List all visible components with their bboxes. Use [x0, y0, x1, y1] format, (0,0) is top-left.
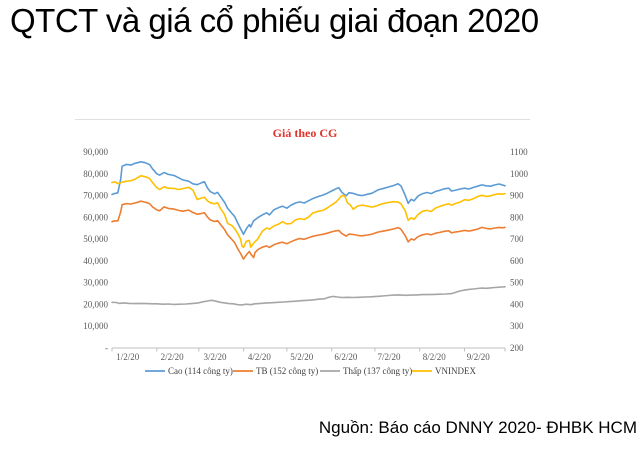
y-axis-left-label: 40,000: [83, 256, 108, 266]
legend-label-tb-152-c-ng-ty: TB (152 công ty): [256, 366, 318, 376]
y-axis-right-label: 600: [510, 256, 524, 266]
legend-label-cao-114-c-ng-ty: Cao (114 công ty): [168, 366, 233, 376]
x-axis-label: 6/2/20: [334, 352, 358, 362]
series-line-cao-114-c-ng-ty: [111, 160, 506, 236]
x-axis-label: 8/2/20: [423, 352, 447, 362]
y-axis-right-label: 400: [510, 299, 524, 309]
y-axis-right-label: 900: [510, 191, 524, 201]
y-axis-left-label: 20,000: [83, 299, 108, 309]
series-line-vnindex: [111, 174, 506, 249]
y-axis-left-label: 80,000: [83, 169, 108, 179]
x-axis-label: 4/2/20: [248, 352, 272, 362]
y-axis-right-label: 1000: [510, 169, 529, 179]
y-axis-left-label: 30,000: [83, 278, 108, 288]
x-axis-label: 2/2/20: [161, 352, 185, 362]
y-axis-left-label: 50,000: [83, 234, 108, 244]
x-axis-label: 5/2/20: [290, 352, 314, 362]
y-axis-right-label: 200: [510, 343, 524, 353]
price-chart: Giá theo CG 90,000 80,000 70,000 60,000 50,00…: [75, 119, 530, 376]
chart-title: Giá theo CG: [273, 126, 338, 140]
series-line-tb-152-c-ng-ty: [111, 200, 506, 260]
series-line-th-p-137-c-ng-ty: [111, 286, 506, 306]
x-axis-label: 9/2/20: [467, 352, 491, 362]
y-axis-left-label: 10,000: [83, 321, 108, 331]
legend-label-vnindex: VNINDEX: [435, 366, 476, 376]
y-axis-right-label: 500: [510, 278, 524, 288]
price-chart-panel: Giá theo CG 90,000 80,000 70,000 60,000 50,00…: [65, 110, 540, 400]
y-axis-left-label: -: [105, 343, 108, 353]
y-axis-left-label: 70,000: [83, 191, 108, 201]
y-axis-left-label: 60,000: [83, 212, 108, 222]
source-caption: Nguồn: Báo cáo DNNY 2020- ĐHBK HCM: [318, 418, 637, 437]
y-axis-left-label: 90,000: [83, 147, 108, 157]
page-title: QTCT và giá cổ phiếu giai đoạn 2020: [10, 2, 539, 39]
legend-label-th-p-137-c-ng-ty: Thấp (137 công ty): [343, 366, 412, 376]
x-axis-label: 7/2/20: [378, 352, 402, 362]
y-axis-right-label: 300: [510, 321, 524, 331]
x-axis-label: 1/2/20: [116, 352, 140, 362]
x-axis-label: 3/2/20: [203, 352, 227, 362]
y-axis-right-label: 700: [510, 234, 524, 244]
y-axis-right-label: 1100: [510, 147, 528, 157]
y-axis-right-label: 800: [510, 212, 524, 222]
